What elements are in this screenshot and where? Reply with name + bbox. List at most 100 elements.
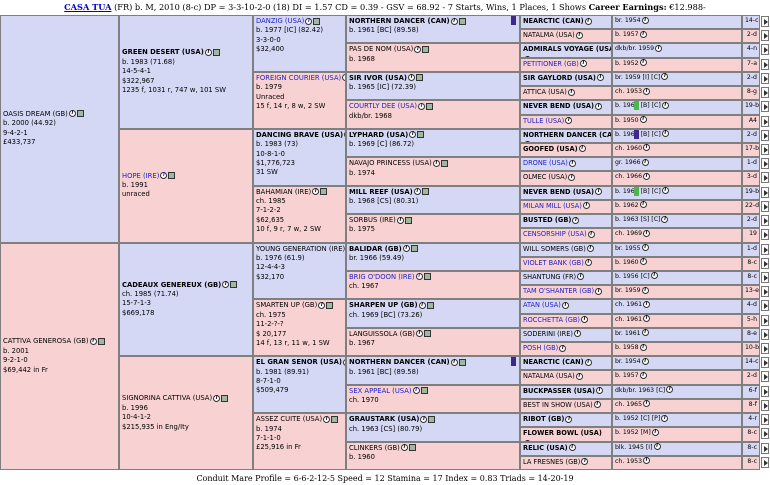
horse-name-text[interactable]: YOUNG GENERATION (IRE) [256,244,346,253]
info-icon[interactable]: i [450,358,458,366]
info-icon[interactable]: i [641,357,649,365]
horse-name-text[interactable]: EL GRAN SENOR (USA) [256,358,342,367]
horse-name-text[interactable]: RIBOT (GB) [523,415,565,424]
expand-arrow-icon[interactable] [761,286,769,298]
info-icon[interactable]: i [579,60,587,68]
expand-arrow-icon[interactable] [761,328,769,340]
info-icon[interactable]: i [586,245,594,252]
expand-arrow-icon[interactable] [761,371,769,383]
horse-name-petitioner-gb[interactable]: PETITIONER (GB) i [520,57,612,72]
horse-name-olmec-usa[interactable]: OLMEC (USA) i [520,171,612,186]
horse-name-text[interactable]: SEX APPEAL (USA) [349,386,412,395]
horse-name-text[interactable]: DRONE (USA) [523,159,568,168]
pedigree-icon[interactable] [97,337,105,345]
expand-arrow-icon[interactable] [761,72,769,84]
pedigree-icon[interactable] [221,394,229,402]
pedigree-icon[interactable] [212,48,220,56]
info-icon[interactable]: i [559,344,567,352]
info-icon[interactable]: i [643,315,651,323]
horse-name-text[interactable]: SORBUS (IRE) [349,216,396,225]
expand-arrow-icon[interactable] [761,101,769,113]
info-icon[interactable]: i [639,30,647,38]
expand-arrow-icon[interactable] [761,385,769,397]
info-icon[interactable]: i [400,444,408,452]
info-icon[interactable]: i [312,188,320,196]
horse-name-text[interactable]: BUCKPASSER (USA) [523,386,595,395]
info-icon[interactable]: i [595,387,603,395]
horse-name-text[interactable]: NEVER BEND (USA) [523,187,595,196]
info-icon[interactable]: i [643,229,651,237]
expand-arrow-icon[interactable] [761,314,769,326]
info-icon[interactable]: i [641,16,649,24]
horse-name-text[interactable]: POSH (GB) [523,344,559,353]
horse-name-pas-de-nom-usa[interactable]: PAS DE NOM (USA) i [349,45,517,54]
expand-arrow-icon[interactable] [761,186,769,198]
pedigree-icon[interactable] [410,245,418,252]
info-icon[interactable]: i [595,188,603,196]
horse-name-text[interactable]: FOREIGN COURIER (USA) [256,73,342,82]
horse-name-nearctic-can[interactable]: NEARCTIC (CAN) i [520,356,612,371]
info-icon[interactable]: i [575,31,583,39]
horse-name-text[interactable]: LYPHARD (USA) [349,130,409,139]
horse-name-sir-gaylord-usa[interactable]: SIR GAYLORD (USA) i [520,71,612,87]
horse-name-text[interactable]: NATALMA (USA) [523,372,575,381]
info-icon[interactable]: i [666,386,674,394]
horse-name-text[interactable]: GRAUSTARK (USA) [349,415,420,424]
horse-name-text[interactable]: PETITIONER (GB) [523,59,579,68]
horse-name-young-generation-ire[interactable]: YOUNG GENERATION (IRE)i [256,244,346,254]
pedigree-icon[interactable] [320,188,328,196]
horse-name-text[interactable]: BEST IN SHOW (USA) [523,400,593,409]
horse-name-natalma-usa[interactable]: NATALMA (USA) i [520,29,612,44]
horse-name-balidar-gb[interactable]: BALIDAR (GB) i [349,245,517,254]
horse-name-text[interactable]: ROCCHETTA (GB) [523,315,580,324]
expand-arrow-icon[interactable] [761,399,769,411]
pedigree-icon[interactable] [423,273,431,281]
info-icon[interactable]: i [643,87,651,95]
horse-name-text[interactable]: SIGNORINA CATTIVA (USA) [122,394,213,403]
info-icon[interactable]: i [641,286,649,294]
horse-name-shantung-fr[interactable]: SHANTUNG (FR) i [520,270,612,286]
horse-name-flower-bowl-usa[interactable]: FLOWER BOWL (USA)i [520,427,612,442]
horse-name-text[interactable]: VIOLET BANK (GB) [523,258,584,267]
horse-name-text[interactable]: OLMEC (USA) [523,173,568,182]
info-icon[interactable]: i [89,337,97,345]
horse-name-text[interactable]: CADEAUX GENEREUX (GB) [122,280,222,289]
info-icon[interactable]: i [160,172,168,180]
info-icon[interactable]: i [575,372,583,380]
expand-arrow-icon[interactable] [761,343,769,355]
expand-arrow-icon[interactable] [761,271,769,283]
info-icon[interactable]: i [639,343,647,351]
horse-name-foreign-courier-usa[interactable]: FOREIGN COURIER (USA)i [256,73,345,83]
horse-name-oasis-dream-gb[interactable]: OASIS DREAM (GB) i [3,110,116,119]
pedigree-icon[interactable] [458,358,466,366]
horse-name-relic-usa[interactable]: RELIC (USA) i [520,441,612,456]
info-icon[interactable]: i [414,45,422,53]
horse-name-tulle-usa[interactable]: TULLE (USA) i [520,114,612,129]
horse-name-never-bend-usa[interactable]: NEVER BEND (USA) i [520,185,612,200]
pedigree-icon[interactable] [168,172,176,180]
expand-arrow-icon[interactable] [761,357,769,369]
expand-arrow-icon[interactable] [761,257,769,269]
info-icon[interactable]: i [407,74,415,82]
expand-arrow-icon[interactable] [761,428,769,440]
pedigree-icon[interactable] [426,102,433,110]
horse-name-censorship-usa[interactable]: CENSORSHIP (USA) i [520,228,612,243]
horse-name-cadeaux-genereux-gb[interactable]: CADEAUX GENEREUX (GB) i [122,281,250,290]
horse-name-never-bend-usa[interactable]: NEVER BEND (USA) i [520,100,612,115]
horse-name-green-desert-usa[interactable]: GREEN DESERT (USA) i [122,48,250,57]
info-icon[interactable]: i [342,358,345,366]
info-icon[interactable]: i [565,117,573,125]
horse-name-tam-o-shanter-gb[interactable]: TAM O'SHANTER (GB) i [520,285,612,300]
horse-name-text[interactable]: ATTICA (USA) [523,88,567,97]
horse-name-cattiva-generosa-gb[interactable]: CATTIVA GENEROSA (GB) i [3,337,116,346]
info-icon[interactable]: i [651,428,659,436]
pedigree-icon[interactable] [415,74,423,82]
info-icon[interactable]: i [567,88,575,96]
info-icon[interactable]: i [68,110,76,118]
horse-name-text[interactable]: LANGUISSOLA (GB) [349,329,415,338]
horse-name-soderini-ire[interactable]: SODERINI (IRE) i [520,327,612,343]
horse-name-text[interactable]: ADMIRALS VOYAGE (USA) [523,45,612,54]
pedigree-icon[interactable] [326,301,334,309]
info-icon[interactable]: i [593,401,601,409]
info-icon[interactable]: i [415,330,423,338]
